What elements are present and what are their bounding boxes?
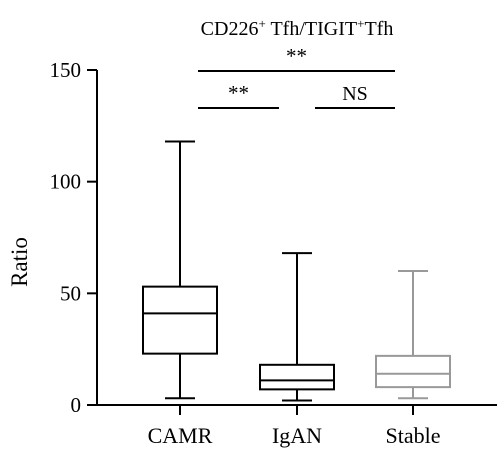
boxes-layer bbox=[142, 140, 451, 402]
title-part: CD226 bbox=[201, 18, 259, 40]
chart-title-text: CD226+ Tfh/TIGIT+Tfh bbox=[201, 16, 394, 41]
y-tick-label: 150 bbox=[50, 58, 82, 82]
box-camr bbox=[142, 140, 218, 400]
title-superscript: + bbox=[258, 16, 265, 31]
chart-title: CD226+ Tfh/TIGIT+Tfh bbox=[201, 16, 394, 41]
y-axis: 0 50 100 150 bbox=[50, 58, 98, 417]
significance-label: ** bbox=[286, 44, 307, 68]
box-stable bbox=[375, 270, 451, 400]
significance-layer: ** NS ** bbox=[198, 44, 395, 109]
iqr-box bbox=[142, 285, 218, 355]
y-tick-label: 0 bbox=[71, 393, 82, 417]
significance-label: ** bbox=[228, 81, 249, 105]
title-superscript: + bbox=[357, 16, 364, 31]
significance-label: NS bbox=[342, 83, 368, 105]
iqr-box bbox=[375, 354, 451, 389]
x-tick-label: IgAN bbox=[272, 423, 322, 448]
x-tick-label: Stable bbox=[386, 423, 441, 448]
title-part: Tfh bbox=[364, 18, 393, 40]
x-tick-label: CAMR bbox=[148, 423, 213, 448]
y-tick-label: 50 bbox=[60, 281, 81, 305]
y-axis-label: Ratio bbox=[7, 237, 32, 287]
box-igan bbox=[259, 252, 335, 402]
x-axis: CAMR IgAN Stable bbox=[97, 404, 497, 448]
y-tick-label: 100 bbox=[50, 170, 82, 194]
title-part: Tfh/TIGIT bbox=[266, 18, 357, 40]
iqr-box bbox=[259, 363, 335, 391]
